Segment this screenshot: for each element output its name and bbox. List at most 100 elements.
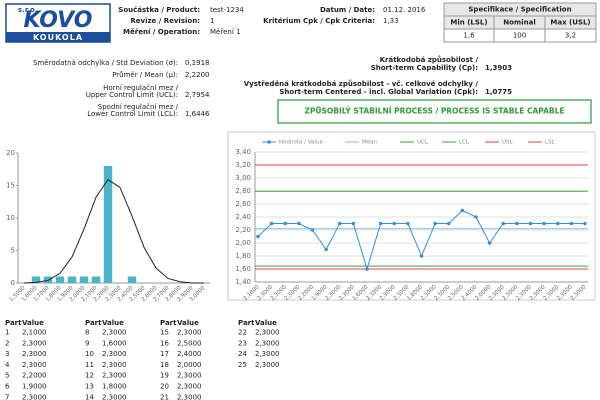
- part-value: 2,3000: [102, 372, 127, 380]
- point: [501, 221, 506, 226]
- part-number: 15: [160, 329, 169, 337]
- part-value: 2,3000: [102, 393, 127, 400]
- part-value: 2,5000: [177, 339, 202, 347]
- verdict-box: [277, 99, 592, 124]
- legend-label: UCL: [417, 140, 429, 146]
- logo-bottom: KOUKOLA: [33, 33, 83, 42]
- point: [378, 221, 383, 226]
- point: [310, 228, 315, 232]
- part-number: 20: [160, 383, 169, 391]
- part-number: 14: [85, 393, 94, 400]
- field-value: 1,33: [383, 17, 399, 25]
- part-value: 2,3000: [255, 350, 280, 358]
- spec-value: 3,2: [565, 32, 576, 40]
- stat-label: Vystředěná krátkodobá způsobilost - vč. …: [244, 79, 479, 88]
- stat-value: 1,6446: [185, 110, 210, 118]
- point: [528, 221, 533, 226]
- stat-label: Lower Control Limit (LCL):: [87, 110, 178, 118]
- spec-columns: [443, 15, 597, 30]
- y-tick-label: 15: [6, 182, 15, 190]
- spec-title: Specifikace / Specification: [468, 6, 571, 14]
- field-label: Datum / Date:: [320, 6, 375, 14]
- point: [269, 221, 274, 226]
- part-number: 19: [160, 372, 169, 380]
- part-value: 2,3000: [177, 383, 202, 391]
- part-value: 2,3000: [102, 361, 127, 369]
- y-tick-label: 2,60: [235, 200, 251, 208]
- table-header: Value: [102, 319, 124, 327]
- part-value: 1,6000: [102, 339, 127, 347]
- part-value: 1,8000: [102, 383, 127, 391]
- field-value: Měření 1: [210, 28, 240, 36]
- y-tick-label: 3,40: [235, 148, 251, 156]
- bar: [55, 276, 65, 283]
- part-number: 5: [5, 372, 9, 380]
- stat-value: 1,3903: [485, 64, 512, 72]
- part-value: 2,3000: [22, 361, 47, 369]
- part-number: 17: [160, 350, 169, 358]
- spec-column: Max (USL): [550, 19, 590, 27]
- y-tick-label: 10: [6, 214, 15, 222]
- table-header: Part: [85, 319, 102, 327]
- part-number: 2: [5, 339, 9, 347]
- y-tick-label: 2,80: [235, 187, 251, 195]
- y-tick-label: 2,00: [235, 239, 251, 247]
- y-tick-label: 1,60: [235, 265, 251, 273]
- point: [542, 221, 546, 226]
- point: [487, 241, 492, 245]
- table-header: Value: [177, 319, 199, 327]
- part-number: 4: [5, 361, 10, 369]
- field-value: 1: [210, 17, 214, 25]
- part-number: 3: [5, 350, 9, 358]
- stat-value: 2,7954: [185, 91, 210, 99]
- table-header: Part: [160, 319, 177, 327]
- spec-column: Min (LSL): [450, 19, 487, 27]
- stat-label: Horní regulační mez /: [103, 84, 179, 92]
- verdict: ZPŮSOBILÝ STABILNÍ PROCESS / PROCESS IS …: [304, 107, 564, 116]
- part-number: 6: [5, 383, 10, 391]
- bar: [127, 276, 137, 283]
- field-label: Měření / Operation:: [123, 28, 200, 36]
- legend-label: Hodnota / Value: [279, 140, 323, 146]
- stat-label: Průměr / Mean (μ):: [112, 71, 178, 79]
- part-number: 21: [160, 393, 169, 400]
- part-number: 10: [85, 350, 94, 358]
- y-tick-label: 1,40: [235, 278, 251, 286]
- table-header: Value: [22, 319, 44, 327]
- part-value: 2,4000: [177, 350, 202, 358]
- y-tick-label: 2,40: [235, 213, 251, 221]
- point: [406, 221, 410, 226]
- part-number: 13: [85, 383, 94, 391]
- logo-top: s.r.o.: [18, 6, 37, 14]
- spec-value: 100: [513, 32, 526, 40]
- spec-column: Nominal: [503, 19, 535, 27]
- logo-bar: [6, 32, 110, 42]
- part-value: 2,2000: [22, 372, 47, 380]
- bar: [43, 276, 53, 283]
- part-value: 2,3000: [177, 393, 202, 400]
- point: [256, 234, 260, 239]
- field-label: Revize / Revision:: [130, 17, 200, 25]
- y-tick-label: 1,80: [235, 252, 251, 260]
- stat-value: 0,1918: [185, 59, 210, 67]
- field-label: Součástka / Product:: [118, 6, 200, 14]
- part-value: 2,3000: [177, 329, 202, 337]
- part-number: 12: [85, 372, 94, 380]
- point: [351, 221, 356, 226]
- logo: s.r.o. KOVO KOUKOLA: [5, 3, 111, 43]
- table-header: Part: [238, 319, 255, 327]
- field-label: Kritérium Cpk / Cpk Criteria:: [263, 17, 375, 25]
- part-number: 23: [238, 339, 247, 347]
- stat-value: 2,2200: [185, 71, 210, 79]
- part-value: 2,3000: [255, 339, 280, 347]
- part-number: 25: [238, 361, 247, 369]
- point: [337, 221, 342, 226]
- y-tick-label: 20: [6, 149, 15, 157]
- part-number: 24: [238, 350, 247, 358]
- part-number: 7: [5, 393, 9, 400]
- spec-value: 1,6: [463, 32, 475, 40]
- part-number: 11: [85, 361, 94, 369]
- point: [392, 221, 397, 226]
- stat-label: Spodní regulační mez /: [98, 103, 179, 111]
